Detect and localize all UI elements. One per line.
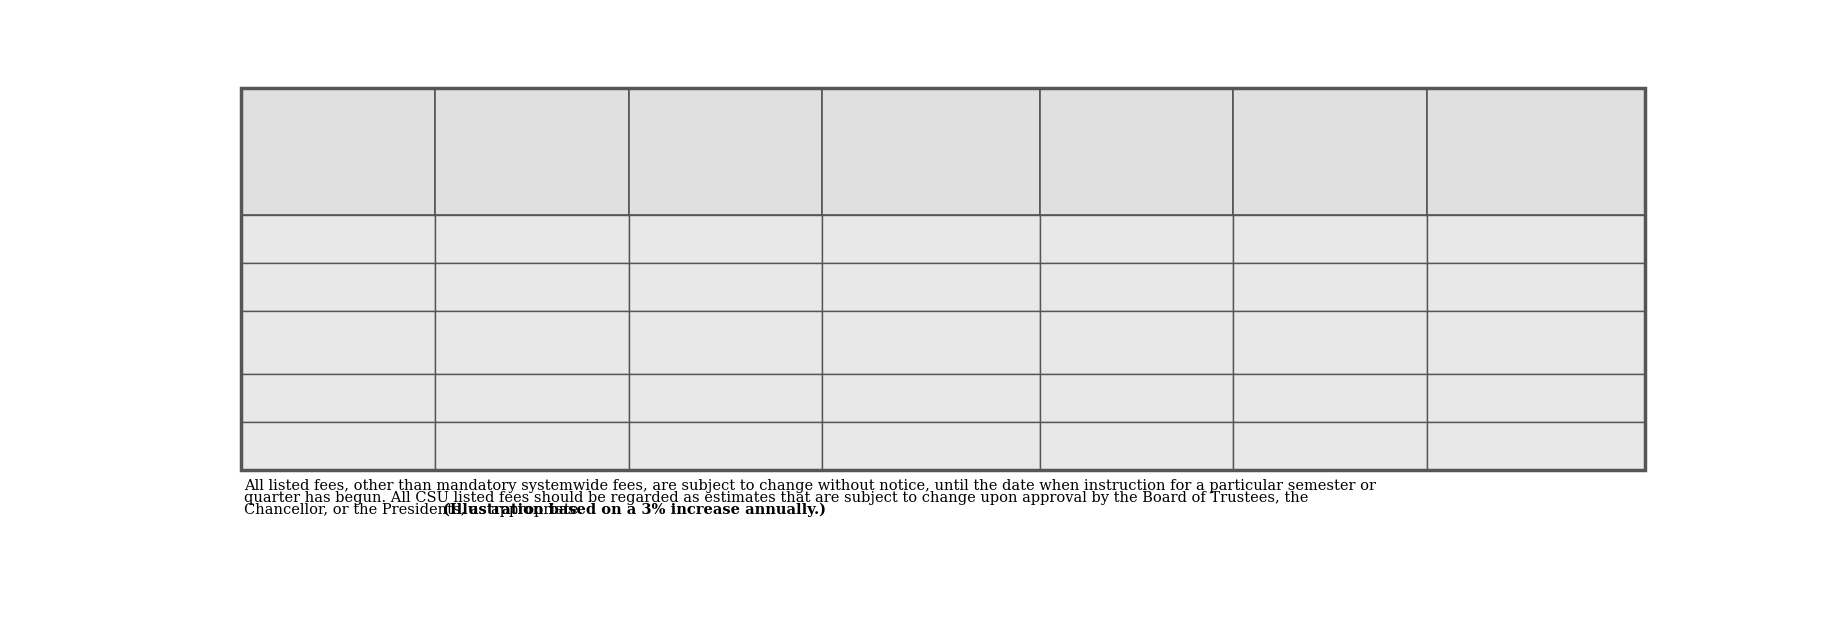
Bar — [241, 88, 1644, 470]
Bar — [822, 215, 1039, 263]
Bar — [434, 422, 629, 470]
Bar — [241, 422, 434, 470]
Text: quarter has begun. All CSU listed fees should be regarded as estimates that are : quarter has begun. All CSU listed fees s… — [245, 491, 1308, 505]
Text: (Illustration based on a 3% increase annually.): (Illustration based on a 3% increase ann… — [443, 503, 826, 517]
Bar — [241, 311, 434, 374]
Bar — [1232, 215, 1427, 263]
Bar — [241, 88, 434, 215]
Bar — [1039, 374, 1232, 422]
Bar — [1039, 215, 1232, 263]
Bar — [1232, 263, 1427, 311]
Bar — [1232, 374, 1427, 422]
Bar — [434, 263, 629, 311]
Bar — [1427, 263, 1644, 311]
Bar — [822, 422, 1039, 470]
Bar — [629, 88, 822, 215]
Bar — [1039, 263, 1232, 311]
Bar — [1427, 422, 1644, 470]
Bar — [1427, 374, 1644, 422]
Bar — [1039, 311, 1232, 374]
Bar — [241, 263, 434, 311]
Bar — [1427, 215, 1644, 263]
Bar — [1232, 311, 1427, 374]
Bar — [629, 374, 822, 422]
Bar — [822, 88, 1039, 215]
Bar — [241, 374, 434, 422]
Text: All listed fees, other than mandatory systemwide fees, are subject to change wit: All listed fees, other than mandatory sy… — [245, 479, 1376, 493]
Bar — [629, 263, 822, 311]
Bar — [434, 88, 629, 215]
Bar — [822, 374, 1039, 422]
Bar — [629, 422, 822, 470]
Bar — [434, 374, 629, 422]
Bar — [1427, 88, 1644, 215]
Bar — [434, 215, 629, 263]
Bar — [1427, 311, 1644, 374]
Bar — [1039, 422, 1232, 470]
Bar — [822, 311, 1039, 374]
Bar — [629, 311, 822, 374]
Bar — [1232, 88, 1427, 215]
Bar — [241, 215, 434, 263]
Bar — [1039, 88, 1232, 215]
Bar — [434, 311, 629, 374]
Bar — [822, 263, 1039, 311]
Text: Chancellor, or the Presidents, as appropriate.: Chancellor, or the Presidents, as approp… — [245, 503, 588, 517]
Bar — [1232, 422, 1427, 470]
Bar — [629, 215, 822, 263]
